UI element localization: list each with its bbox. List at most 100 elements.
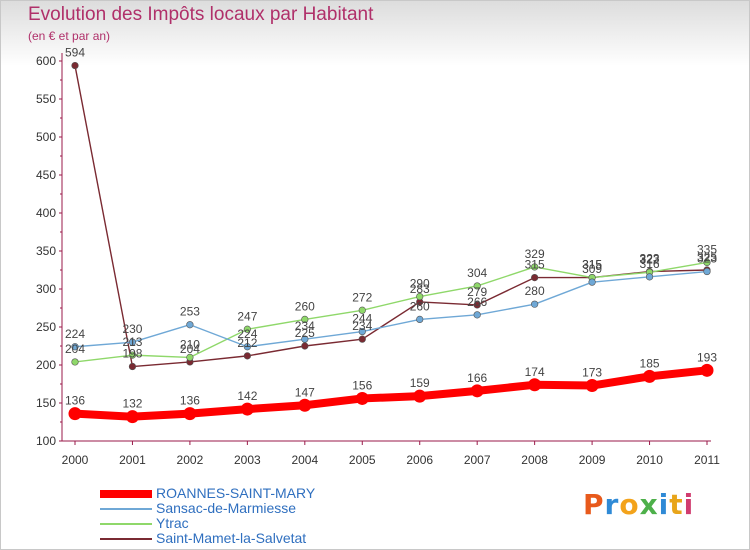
data-label: 234 bbox=[352, 319, 372, 333]
data-point bbox=[413, 389, 427, 403]
data-point bbox=[358, 335, 366, 343]
x-tick-label: 2010 bbox=[636, 453, 663, 467]
x-tick-label: 2006 bbox=[406, 453, 433, 467]
legend-label: Ytrac bbox=[156, 515, 189, 531]
legend-swatch bbox=[100, 523, 152, 525]
logo-letter: i bbox=[658, 488, 670, 521]
data-point bbox=[186, 353, 194, 362]
chart-subtitle: (en € et par an) bbox=[28, 29, 111, 43]
y-tick-label: 400 bbox=[36, 206, 56, 220]
logo-letter: t bbox=[669, 488, 684, 521]
data-label: 325 bbox=[697, 250, 717, 264]
data-label: 244 bbox=[352, 312, 372, 326]
data-label: 156 bbox=[352, 378, 372, 392]
data-label: 323 bbox=[640, 252, 660, 266]
data-point bbox=[298, 398, 312, 412]
data-label: 173 bbox=[582, 366, 602, 380]
legend-swatch bbox=[100, 538, 152, 540]
data-label: 142 bbox=[237, 389, 257, 403]
data-label: 204 bbox=[180, 342, 200, 356]
data-point bbox=[531, 274, 539, 282]
data-point bbox=[470, 384, 484, 398]
data-label: 260 bbox=[410, 299, 430, 313]
data-label: 253 bbox=[180, 305, 200, 319]
data-point bbox=[301, 342, 309, 350]
data-point bbox=[243, 343, 251, 351]
y-tick-label: 300 bbox=[36, 282, 56, 296]
data-label: 272 bbox=[352, 290, 372, 304]
data-label: 185 bbox=[640, 356, 660, 370]
y-tick-label: 350 bbox=[36, 244, 56, 258]
data-label: 594 bbox=[65, 46, 85, 60]
data-point bbox=[416, 293, 424, 301]
legend-item: Sansac-de-Marmiesse bbox=[100, 500, 360, 516]
y-tick-label: 550 bbox=[36, 92, 56, 106]
data-label: 193 bbox=[697, 350, 717, 364]
data-label: 309 bbox=[582, 262, 602, 276]
data-point bbox=[125, 410, 139, 424]
data-label: 159 bbox=[410, 376, 430, 390]
data-label: 315 bbox=[582, 258, 602, 272]
data-label: 174 bbox=[525, 365, 545, 379]
data-label: 213 bbox=[122, 335, 142, 349]
data-label: 335 bbox=[697, 242, 717, 256]
data-point bbox=[473, 311, 481, 319]
legend-item: ROANNES-SAINT-MARY bbox=[100, 485, 360, 501]
logo-letter: x bbox=[639, 488, 659, 521]
series-line-0 bbox=[71, 366, 711, 421]
data-point bbox=[71, 358, 79, 366]
data-label: 247 bbox=[237, 309, 257, 323]
legend-item: Ytrac bbox=[100, 515, 360, 531]
data-point bbox=[703, 267, 711, 276]
data-label: 315 bbox=[525, 258, 545, 272]
data-label: 322 bbox=[640, 252, 660, 266]
data-point bbox=[128, 338, 137, 346]
data-label: 225 bbox=[295, 326, 315, 340]
data-point bbox=[528, 378, 542, 392]
data-label: 234 bbox=[295, 319, 315, 333]
chart-title: Evolution des Impôts locaux par Habitant bbox=[28, 4, 374, 25]
data-point bbox=[358, 306, 366, 314]
data-point bbox=[473, 301, 481, 309]
data-label: 304 bbox=[467, 266, 487, 280]
data-point bbox=[703, 258, 711, 267]
y-tick-label: 150 bbox=[36, 396, 56, 410]
data-label: 136 bbox=[65, 394, 85, 408]
data-point bbox=[301, 335, 309, 343]
x-tick-label: 2011 bbox=[694, 453, 720, 467]
x-tick-label: 2009 bbox=[579, 453, 606, 467]
x-tick-label: 2000 bbox=[62, 453, 89, 467]
data-label: 224 bbox=[237, 327, 257, 341]
data-label: 166 bbox=[467, 371, 487, 385]
data-point bbox=[358, 327, 366, 336]
legend-label: Saint-Mamet-la-Salvetat bbox=[156, 530, 307, 546]
data-point bbox=[240, 402, 254, 416]
y-tick-label: 200 bbox=[36, 358, 56, 372]
x-tick-label: 2007 bbox=[464, 453, 491, 467]
data-point bbox=[588, 278, 596, 286]
y-tick-label: 450 bbox=[36, 168, 56, 182]
legend-label: ROANNES-SAINT-MARY bbox=[156, 485, 316, 501]
data-point bbox=[71, 343, 79, 351]
y-tick-label: 100 bbox=[36, 434, 56, 448]
data-point bbox=[416, 315, 424, 324]
data-label: 230 bbox=[122, 322, 142, 336]
data-point bbox=[301, 315, 309, 324]
data-point bbox=[700, 363, 714, 377]
x-tick-label: 2005 bbox=[349, 453, 376, 467]
data-label: 280 bbox=[525, 284, 545, 298]
data-label: 212 bbox=[237, 336, 257, 350]
logo-letter: P bbox=[583, 488, 605, 521]
data-label: 210 bbox=[180, 337, 200, 351]
data-point bbox=[531, 263, 539, 271]
data-label: 204 bbox=[65, 342, 85, 356]
data-point bbox=[473, 282, 481, 290]
data-label: 260 bbox=[295, 299, 315, 313]
x-tick-label: 2003 bbox=[234, 453, 261, 467]
data-point bbox=[355, 391, 369, 405]
data-point bbox=[183, 407, 197, 421]
logo-letter: i bbox=[683, 488, 695, 521]
x-tick-label: 2001 bbox=[119, 453, 146, 467]
logo-letter: o bbox=[619, 488, 640, 521]
y-tick-label: 250 bbox=[36, 320, 56, 334]
